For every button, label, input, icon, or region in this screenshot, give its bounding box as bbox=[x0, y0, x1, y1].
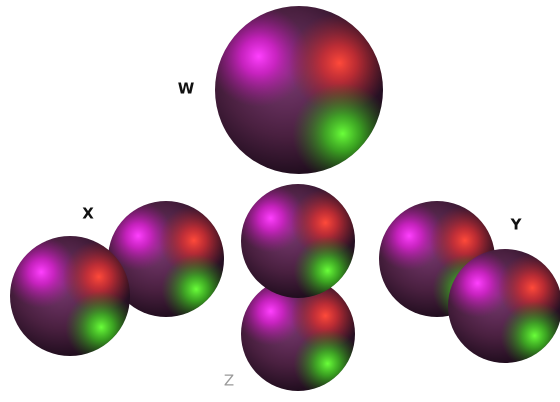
sphere-center bbox=[241, 184, 355, 298]
label-x: X bbox=[82, 205, 94, 223]
sphere-y-front bbox=[448, 249, 560, 363]
label-y: Y bbox=[510, 216, 523, 234]
sphere-w bbox=[215, 6, 383, 174]
sphere-x-front bbox=[10, 236, 130, 356]
label-z: Z bbox=[224, 372, 234, 390]
label-w: W bbox=[178, 80, 195, 98]
